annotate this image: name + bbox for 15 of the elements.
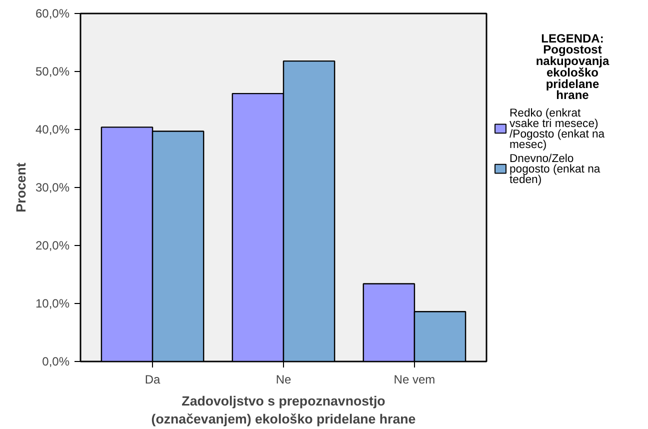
y-tick-label: 50,0% — [35, 64, 70, 78]
x-tick-label: Ne — [276, 372, 292, 386]
x-tick-label: Da — [144, 372, 161, 386]
legend-label: Redko (enkrat vsake tri mesece) /Pogosto (enkat na mesec) — [510, 108, 606, 152]
y-tick-label: 20,0% — [35, 238, 70, 252]
legend-label: Dnevno/Zelo pogosto (enkat na teden) — [510, 153, 601, 186]
y-tick-label: 40,0% — [35, 122, 70, 136]
y-axis-title: Procent — [13, 162, 28, 212]
x-tick-label: Ne vem — [394, 372, 436, 386]
legend-title: LEGENDA: Pogostost nakupovanja ekološko pridelane hrane — [536, 31, 610, 102]
y-tick-label: 10,0% — [35, 296, 70, 310]
y-tick-label: 60,0% — [35, 6, 70, 20]
y-tick-label: 30,0% — [35, 180, 70, 194]
y-tick-label: 0,0% — [42, 354, 70, 368]
x-axis-title: Zadovoljstvo s prepoznavnostjo (označevanjem) ekološko pridelane hrane — [151, 394, 416, 426]
